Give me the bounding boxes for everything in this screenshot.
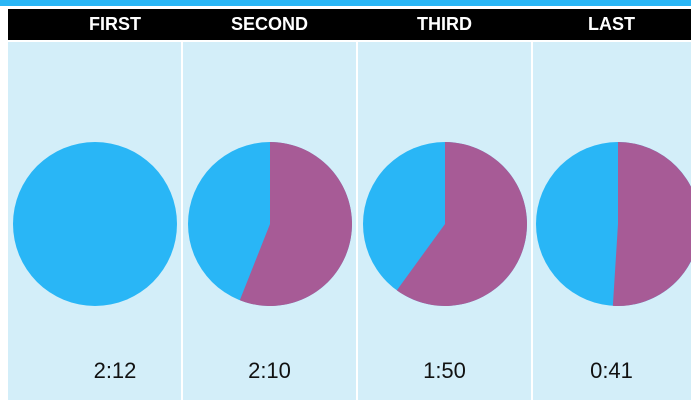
- top-accent-rule: [0, 0, 691, 6]
- pie-slice-purple: [612, 142, 691, 306]
- pie-last: [536, 142, 691, 306]
- column-label-first: FIRST: [89, 14, 141, 34]
- pie-slice-blue: [13, 142, 177, 306]
- pie-second: [188, 142, 353, 306]
- column-label-third: THIRD: [417, 14, 472, 34]
- value-label-last: 0:41: [590, 358, 633, 383]
- column-label-second: SECOND: [230, 14, 308, 34]
- pie-slice-purple: [239, 142, 353, 306]
- pie-third: [363, 142, 527, 306]
- value-label-first: 2:12: [93, 358, 137, 383]
- header-bar: [8, 9, 691, 40]
- value-label-third: 1:50: [423, 358, 466, 383]
- pie-first: [13, 142, 177, 306]
- column-label-last: LAST: [588, 14, 635, 34]
- pie-slice-purple: [396, 142, 527, 306]
- value-label-second: 2:10: [248, 358, 291, 383]
